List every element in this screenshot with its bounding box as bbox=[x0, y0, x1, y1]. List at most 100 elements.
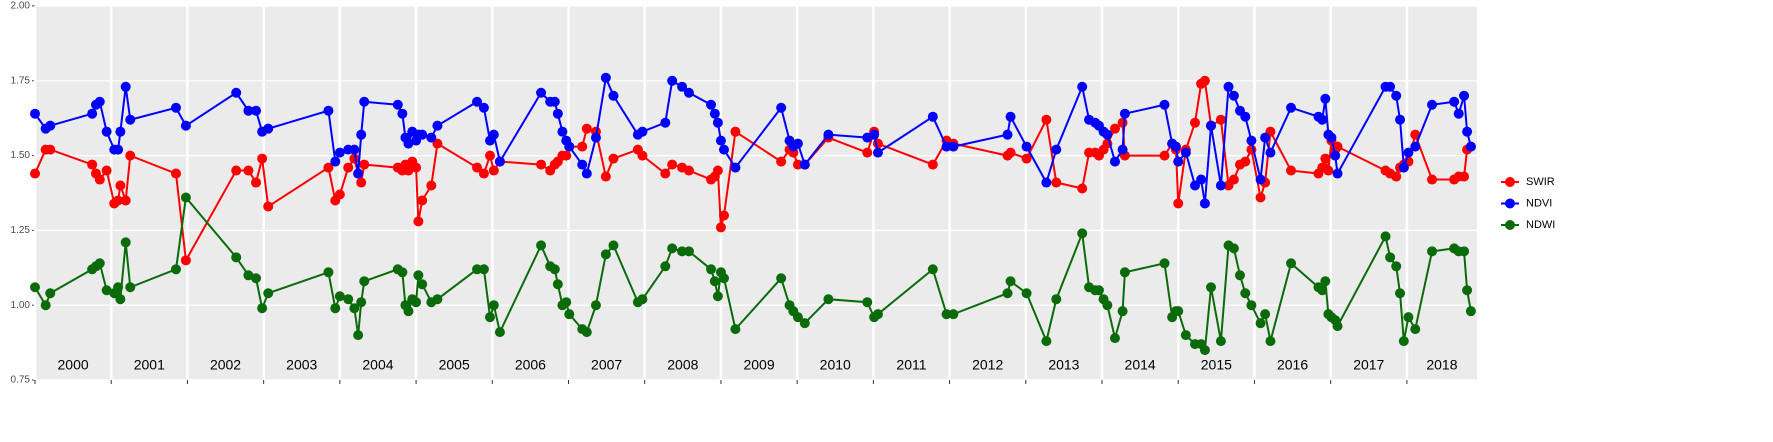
data-point bbox=[1317, 285, 1328, 296]
data-point bbox=[334, 291, 345, 302]
data-point bbox=[359, 96, 370, 107]
data-point bbox=[1173, 198, 1184, 209]
data-point bbox=[231, 165, 242, 176]
data-point bbox=[941, 141, 952, 152]
data-point bbox=[87, 108, 98, 119]
data-point bbox=[718, 144, 729, 155]
data-point bbox=[718, 210, 729, 221]
data-point bbox=[170, 264, 181, 275]
data-point bbox=[1255, 192, 1266, 203]
data-point bbox=[608, 90, 619, 101]
x-tick-label: 2007 bbox=[591, 357, 622, 373]
data-point bbox=[561, 297, 572, 308]
data-point bbox=[683, 87, 694, 98]
data-point bbox=[1323, 165, 1334, 176]
data-point bbox=[1234, 270, 1245, 281]
data-point bbox=[660, 261, 671, 272]
legend-key-point bbox=[1505, 220, 1515, 230]
data-point bbox=[1170, 141, 1181, 152]
data-point bbox=[413, 216, 424, 227]
data-point bbox=[1246, 300, 1257, 311]
data-point bbox=[683, 165, 694, 176]
data-point bbox=[1427, 174, 1438, 185]
data-point bbox=[712, 165, 723, 176]
data-point bbox=[417, 195, 428, 206]
data-point bbox=[392, 99, 403, 110]
data-point bbox=[608, 153, 619, 164]
data-point bbox=[494, 156, 505, 167]
data-point bbox=[170, 168, 181, 179]
data-point bbox=[349, 144, 360, 155]
data-point bbox=[600, 171, 611, 182]
data-point bbox=[1255, 318, 1266, 329]
data-point bbox=[776, 156, 787, 167]
y-tick-label: 0.75 bbox=[11, 375, 31, 386]
data-point bbox=[1173, 156, 1184, 167]
data-point bbox=[637, 126, 648, 137]
data-point bbox=[1326, 132, 1337, 143]
data-point bbox=[45, 144, 56, 155]
data-point bbox=[1465, 141, 1476, 152]
data-point bbox=[113, 144, 124, 155]
data-point bbox=[356, 177, 367, 188]
legend-key-point bbox=[1505, 198, 1515, 209]
data-point bbox=[403, 165, 414, 176]
data-point bbox=[557, 126, 568, 137]
data-point bbox=[1159, 99, 1170, 110]
data-point bbox=[1385, 252, 1396, 263]
data-point bbox=[1109, 156, 1120, 167]
data-point bbox=[413, 270, 424, 281]
data-point bbox=[1102, 129, 1113, 140]
data-point bbox=[1391, 261, 1402, 272]
data-point bbox=[1398, 162, 1409, 173]
data-point bbox=[1021, 153, 1032, 164]
data-point bbox=[1223, 81, 1234, 92]
data-point bbox=[927, 159, 938, 170]
data-point bbox=[478, 264, 489, 275]
data-point bbox=[40, 300, 51, 311]
data-point bbox=[1391, 171, 1402, 182]
data-point bbox=[1005, 276, 1016, 287]
data-point bbox=[417, 129, 428, 140]
data-point bbox=[1380, 231, 1391, 242]
data-point bbox=[549, 96, 560, 107]
data-point bbox=[115, 294, 126, 305]
data-point bbox=[941, 309, 952, 320]
data-point bbox=[478, 102, 489, 113]
data-point bbox=[581, 123, 592, 134]
data-point bbox=[349, 303, 360, 314]
data-point bbox=[948, 141, 959, 152]
data-point bbox=[359, 276, 370, 287]
data-point bbox=[334, 189, 345, 200]
data-point bbox=[1286, 258, 1297, 269]
data-point bbox=[1077, 228, 1088, 239]
data-point bbox=[1459, 246, 1470, 257]
data-point bbox=[1286, 102, 1297, 113]
data-point bbox=[1462, 126, 1473, 137]
data-point bbox=[1119, 108, 1130, 119]
data-point bbox=[637, 150, 648, 161]
data-point bbox=[472, 264, 483, 275]
data-point bbox=[1206, 120, 1217, 131]
data-point bbox=[243, 270, 254, 281]
data-point bbox=[776, 102, 787, 113]
data-point bbox=[1255, 174, 1266, 185]
data-point bbox=[356, 297, 367, 308]
data-point bbox=[485, 312, 496, 323]
data-point bbox=[1199, 75, 1210, 86]
data-point bbox=[488, 300, 499, 311]
data-point bbox=[115, 126, 126, 137]
data-point bbox=[1240, 156, 1251, 167]
data-point bbox=[590, 132, 601, 143]
data-point bbox=[1403, 312, 1414, 323]
data-point bbox=[581, 168, 592, 179]
data-point bbox=[823, 129, 834, 140]
data-point bbox=[1228, 243, 1239, 254]
data-point bbox=[730, 324, 741, 335]
data-point bbox=[353, 330, 364, 341]
data-point bbox=[549, 264, 560, 275]
data-point bbox=[799, 318, 810, 329]
data-point bbox=[180, 192, 191, 203]
data-point bbox=[1002, 288, 1013, 299]
